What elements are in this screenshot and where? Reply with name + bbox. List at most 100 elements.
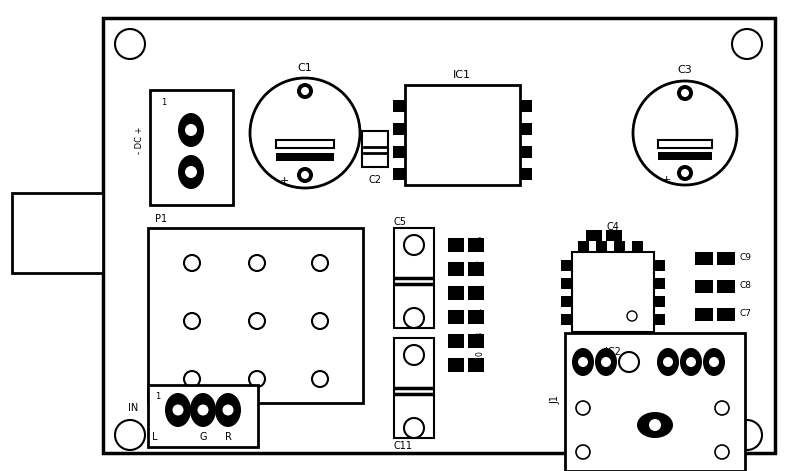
Bar xyxy=(464,312,468,322)
Text: - DC +: - DC + xyxy=(135,126,145,154)
Text: 1: 1 xyxy=(155,392,160,401)
Bar xyxy=(596,241,607,252)
Bar xyxy=(632,332,643,343)
Text: +: + xyxy=(279,176,289,186)
Circle shape xyxy=(249,371,265,387)
Ellipse shape xyxy=(572,348,594,376)
Bar xyxy=(717,252,735,265)
Circle shape xyxy=(681,89,689,97)
Bar xyxy=(448,358,464,372)
Bar xyxy=(561,314,572,325)
Text: C10: C10 xyxy=(475,350,485,365)
Circle shape xyxy=(578,357,588,367)
Circle shape xyxy=(185,124,197,136)
Circle shape xyxy=(404,418,424,438)
Bar xyxy=(394,338,434,438)
Bar xyxy=(464,240,468,250)
Text: C1: C1 xyxy=(298,63,312,73)
Bar xyxy=(654,296,665,307)
Bar xyxy=(148,385,258,447)
Circle shape xyxy=(619,352,639,372)
Text: IC2: IC2 xyxy=(605,347,621,357)
Circle shape xyxy=(576,445,590,459)
Bar xyxy=(717,280,735,293)
Bar xyxy=(561,296,572,307)
Bar xyxy=(448,238,464,252)
Circle shape xyxy=(250,78,360,188)
Text: +: + xyxy=(662,175,670,185)
Bar xyxy=(405,85,520,185)
Bar xyxy=(276,153,334,161)
Text: R2: R2 xyxy=(475,259,485,269)
Bar xyxy=(614,332,625,343)
Circle shape xyxy=(715,445,729,459)
Text: C4: C4 xyxy=(606,222,619,232)
Bar xyxy=(448,286,464,300)
Text: C9: C9 xyxy=(740,253,752,262)
Circle shape xyxy=(627,311,637,321)
Text: G: G xyxy=(199,432,206,442)
Text: C8: C8 xyxy=(740,282,752,291)
Text: IC1: IC1 xyxy=(453,70,471,80)
Bar xyxy=(468,358,484,372)
Text: R: R xyxy=(225,432,231,442)
Circle shape xyxy=(301,87,309,95)
Bar xyxy=(148,228,363,403)
Circle shape xyxy=(184,255,200,271)
Bar xyxy=(393,100,405,112)
Ellipse shape xyxy=(657,348,679,376)
Bar xyxy=(150,90,233,205)
Bar xyxy=(520,146,532,158)
Ellipse shape xyxy=(165,393,191,427)
Bar xyxy=(695,280,713,293)
Bar xyxy=(695,252,713,265)
Bar xyxy=(658,140,712,148)
Text: L: L xyxy=(152,432,158,442)
Text: 1: 1 xyxy=(161,98,166,107)
Ellipse shape xyxy=(297,167,313,183)
Bar xyxy=(448,310,464,324)
Bar xyxy=(614,241,625,252)
Circle shape xyxy=(732,420,762,450)
Bar xyxy=(12,193,103,273)
Ellipse shape xyxy=(297,83,313,99)
Bar xyxy=(464,288,468,298)
Bar xyxy=(362,131,388,167)
Circle shape xyxy=(663,357,673,367)
Ellipse shape xyxy=(703,348,725,376)
Bar xyxy=(393,146,405,158)
Text: P1: P1 xyxy=(155,214,167,224)
Bar xyxy=(464,360,468,370)
Circle shape xyxy=(222,405,234,415)
Circle shape xyxy=(312,371,328,387)
Bar xyxy=(586,230,602,241)
Bar xyxy=(103,18,775,453)
Circle shape xyxy=(576,401,590,415)
Bar xyxy=(468,238,484,252)
Ellipse shape xyxy=(190,393,216,427)
Circle shape xyxy=(649,419,661,431)
Circle shape xyxy=(173,405,183,415)
Bar xyxy=(464,264,468,274)
Circle shape xyxy=(715,401,729,415)
Bar xyxy=(468,334,484,348)
Bar xyxy=(393,123,405,135)
Text: C3: C3 xyxy=(678,65,692,75)
Ellipse shape xyxy=(215,393,241,427)
Text: J1: J1 xyxy=(550,396,560,405)
Text: C7: C7 xyxy=(740,309,752,318)
Bar xyxy=(468,262,484,276)
Circle shape xyxy=(686,357,696,367)
Text: C6: C6 xyxy=(475,235,485,245)
Bar xyxy=(520,100,532,112)
Bar xyxy=(596,332,607,343)
Bar xyxy=(565,333,745,471)
Circle shape xyxy=(404,345,424,365)
Circle shape xyxy=(404,235,424,255)
Text: C2: C2 xyxy=(369,175,382,185)
Circle shape xyxy=(681,169,689,177)
Circle shape xyxy=(249,255,265,271)
Bar xyxy=(464,336,468,346)
Circle shape xyxy=(249,313,265,329)
Bar xyxy=(578,332,589,343)
